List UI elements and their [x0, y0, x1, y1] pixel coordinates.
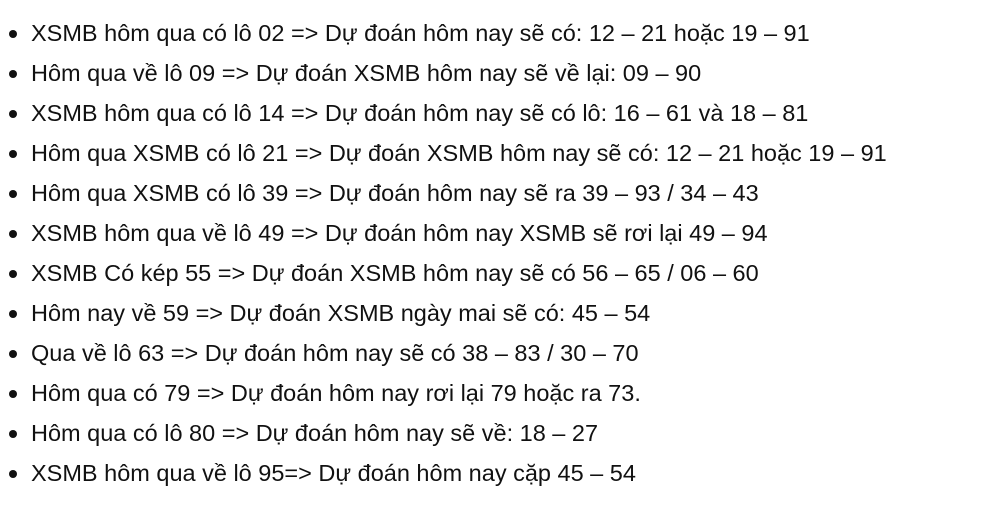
list-item: Hôm qua XSMB có lô 39 => Dự đoán hôm nay… [9, 173, 1004, 213]
list-item: Hôm nay về 59 => Dự đoán XSMB ngày mai s… [9, 293, 1004, 333]
list-item: XSMB hôm qua về lô 95=> Dự đoán hôm nay … [9, 453, 1004, 493]
list-item: XSMB Có kép 55 => Dự đoán XSMB hôm nay s… [9, 253, 1004, 293]
list-item: Qua về lô 63 => Dự đoán hôm nay sẽ có 38… [9, 333, 1004, 373]
list-item: Hôm qua có lô 80 => Dự đoán hôm nay sẽ v… [9, 413, 1004, 453]
list-item: XSMB hôm qua có lô 02 => Dự đoán hôm nay… [9, 13, 1004, 53]
list-item: Hôm qua XSMB có lô 21 => Dự đoán XSMB hô… [9, 133, 1004, 173]
list-item: Hôm qua có 79 => Dự đoán hôm nay rơi lại… [9, 373, 1004, 413]
prediction-list: XSMB hôm qua có lô 02 => Dự đoán hôm nay… [9, 13, 1004, 493]
list-item: Hôm qua về lô 09 => Dự đoán XSMB hôm nay… [9, 53, 1004, 93]
list-item: XSMB hôm qua về lô 49 => Dự đoán hôm nay… [9, 213, 1004, 253]
list-item: XSMB hôm qua có lô 14 => Dự đoán hôm nay… [9, 93, 1004, 133]
